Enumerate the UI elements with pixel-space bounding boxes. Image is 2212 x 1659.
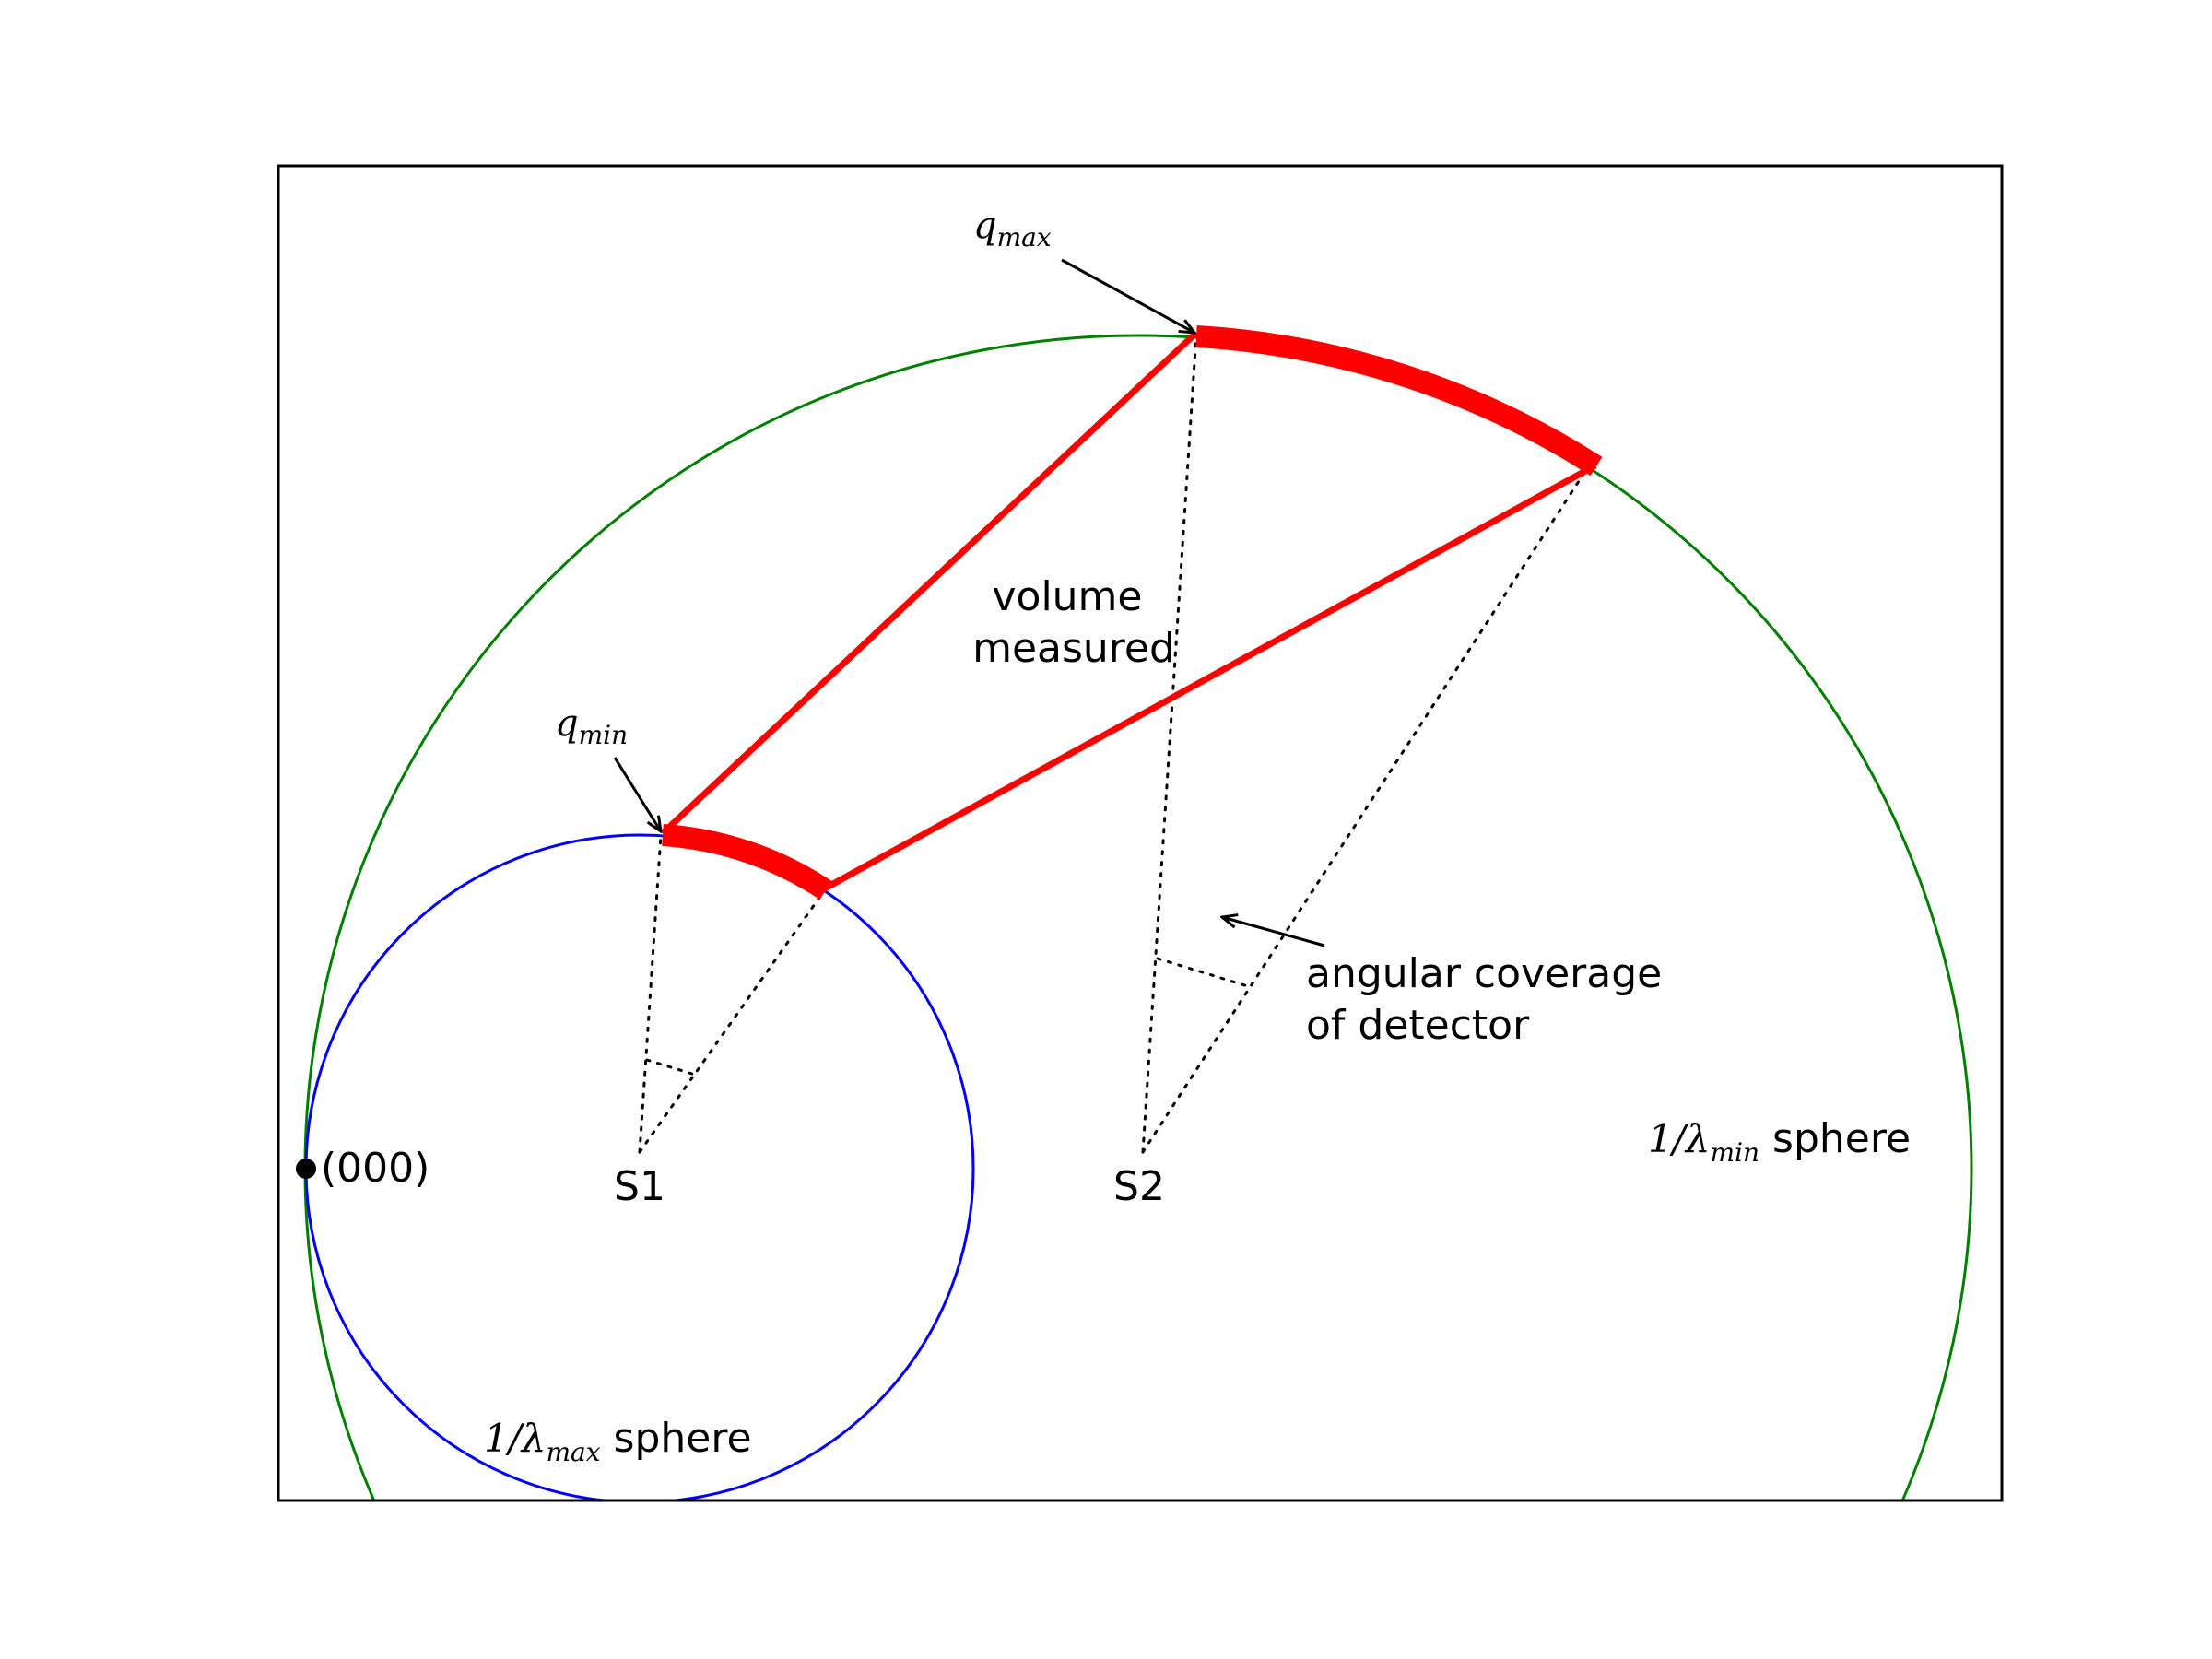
lambda-min-subscript: min [1711,1137,1760,1168]
volume-line-2: measured [972,625,1175,672]
qmax-label: qmax [973,205,1052,253]
qmax-subscript: max [997,222,1052,253]
measured-volume [660,325,1603,900]
lower-to-upper-edge [821,462,1597,893]
volume-line-1: volume [992,573,1142,620]
s2-label: S2 [1113,1163,1165,1210]
qmax-symbol: q [973,205,997,247]
guide-s2-to-qmax [1141,333,1198,1154]
coverage-line-1: angular coverage [1306,950,1662,997]
angular-coverage-label: angular coverage of detector [1306,950,1675,1049]
guide-s2-angle-arc [1156,957,1253,989]
labels: (000) S1 S2 volume measured angular cove… [321,205,1911,1467]
qmax-arrow [1061,258,1194,333]
lambda-max-sphere-label: 1/λmax sphere [484,1415,752,1467]
qmin-subscript: min [579,720,629,750]
axes-frame [276,164,2004,1502]
qmin-arrow [613,757,661,831]
qmin-label: qmin [555,702,628,750]
lambda-min-suffix: sphere [1759,1115,1911,1162]
volume-measured-label: volume measured [972,573,1175,672]
coverage-arrow [1222,917,1325,947]
lambda-min-prefix: 1/λ [1648,1116,1711,1161]
origin-label: (000) [321,1145,429,1192]
measured-arc-small-sphere [662,824,832,900]
coverage-line-2: of detector [1306,1002,1530,1049]
origin-point [296,1159,316,1179]
lambda-max-subscript: max [547,1437,601,1467]
angular-coverage-guides [638,333,1593,1154]
qmin-to-qmax-edge [660,330,1199,836]
s1-label: S1 [614,1163,665,1210]
measured-arc-large-sphere [1195,325,1603,477]
guide-s1-angle-arc [645,1058,697,1077]
guide-s1-to-upper-end [638,887,828,1154]
qmin-symbol: q [555,702,579,745]
lambda-max-suffix: sphere [601,1415,752,1462]
lambda-max-prefix: 1/λ [484,1416,547,1461]
guide-s1-to-qmin [638,834,663,1154]
annotation-arrows [613,258,1325,947]
lambda-min-sphere-label: 1/λmin sphere [1648,1115,1911,1168]
guide-s2-to-upper-end [1141,461,1593,1154]
